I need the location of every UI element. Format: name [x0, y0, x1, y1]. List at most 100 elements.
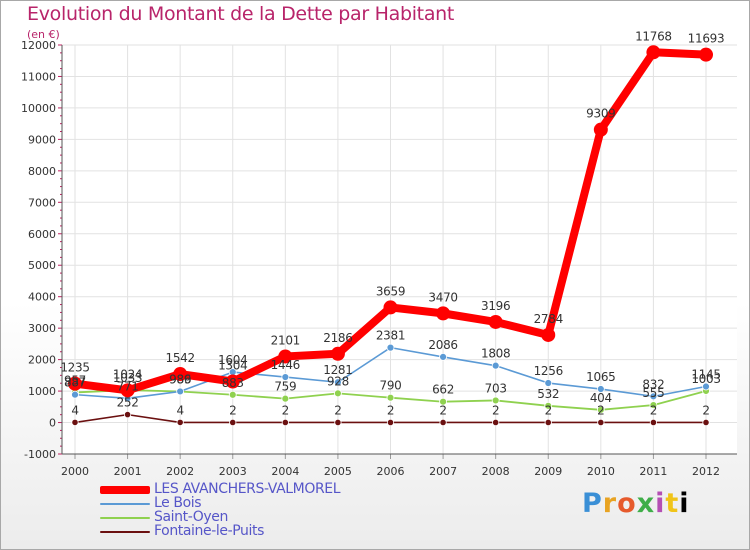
data-point [330, 346, 345, 361]
data-label: 989 [169, 372, 191, 386]
data-label: 771 [117, 379, 139, 393]
data-point [702, 418, 710, 427]
data-label: 1542 [165, 351, 194, 365]
data-label: 1065 [586, 370, 615, 384]
y-tick-label: 0 [49, 417, 56, 430]
logo-letter: i [655, 488, 666, 519]
data-label: 1304 [218, 359, 247, 373]
legend-label: LES AVANCHERS-VALMOREL [154, 481, 341, 497]
data-label: 2 [334, 403, 341, 417]
y-tick-label: 7000 [28, 196, 56, 209]
data-point [176, 387, 185, 396]
y-tick-label: 11000 [21, 70, 56, 83]
data-label: 1235 [60, 361, 89, 375]
legend-label: Le Bois [154, 495, 202, 511]
data-label: 887 [64, 376, 86, 390]
x-tick-label: 2007 [429, 465, 457, 478]
y-tick-label: 1000 [28, 385, 56, 398]
data-label: 4 [71, 403, 78, 417]
legend-swatch [100, 486, 150, 494]
x-tick-label: 2005 [324, 465, 352, 478]
data-point [699, 47, 713, 62]
data-label: 2 [229, 403, 236, 417]
x-tick-label: 2012 [692, 465, 720, 478]
data-point [383, 300, 398, 315]
data-point [120, 383, 135, 398]
legend-item: LES AVANCHERS-VALMOREL [100, 482, 500, 497]
data-label: 2784 [534, 312, 563, 326]
x-tick-label: 2008 [482, 465, 510, 478]
legend-swatch [100, 531, 150, 533]
data-label: 928 [327, 374, 349, 388]
data-label: 532 [537, 387, 559, 401]
data-point [649, 418, 658, 427]
data-point [281, 373, 290, 381]
data-point [596, 385, 605, 393]
data-label: 703 [485, 381, 507, 395]
data-label: 404 [590, 391, 612, 405]
data-point [646, 45, 661, 60]
logo-letter: P [582, 488, 603, 519]
data-point [225, 374, 240, 389]
legend-swatch [100, 517, 150, 519]
legend-label: Saint-Oyen [154, 509, 228, 525]
data-point [541, 327, 556, 342]
x-tick-label: 2009 [534, 465, 562, 478]
data-label: 252 [117, 396, 139, 410]
y-tick-label: 6000 [28, 228, 56, 241]
data-point [228, 390, 237, 399]
data-label: 3470 [428, 290, 457, 304]
data-label: 1808 [481, 347, 510, 361]
x-tick-label: 2006 [377, 465, 405, 478]
y-tick-label: 12000 [21, 39, 56, 52]
data-label: 2 [650, 403, 657, 417]
data-label: 957 [64, 373, 86, 387]
data-point [439, 397, 447, 406]
legend-item: Fontaine-le-Puits [100, 524, 500, 539]
data-label: 1256 [534, 364, 563, 378]
data-point [544, 418, 552, 427]
data-point [334, 418, 342, 427]
data-label: 1003 [691, 372, 720, 386]
data-label: 662 [432, 383, 454, 397]
chart-title: Evolution du Montant de la Dette par Hab… [27, 3, 455, 25]
x-tick-label: 2001 [114, 465, 142, 478]
data-label: 2086 [428, 338, 457, 352]
data-point [123, 411, 132, 419]
data-label: 2 [702, 403, 709, 417]
data-label: 883 [222, 376, 244, 390]
data-label: 1145 [691, 368, 720, 382]
data-label: 2381 [376, 329, 405, 343]
data-label: 555 [642, 386, 664, 400]
data-point [71, 418, 79, 427]
data-point [68, 376, 82, 391]
y-tick-label: 3000 [28, 322, 56, 335]
data-point [386, 343, 395, 352]
data-point [649, 401, 658, 409]
y-tick-label: 10000 [21, 102, 56, 115]
data-label: 2 [282, 403, 289, 417]
proxiti-logo: Proxiti [582, 488, 690, 519]
data-label: 790 [379, 379, 401, 393]
data-point [596, 405, 605, 414]
x-tick-label: 2002 [166, 465, 194, 478]
data-label: 2 [387, 403, 394, 417]
data-point [702, 382, 710, 391]
data-label: 2 [492, 403, 499, 417]
data-label: 11768 [635, 29, 672, 43]
data-point [593, 122, 608, 137]
legend-item: Le Bois [100, 496, 500, 511]
data-point [278, 349, 293, 364]
data-label: 2186 [323, 331, 352, 345]
data-label: 1446 [271, 358, 300, 372]
data-point [281, 418, 289, 427]
x-tick-label: 2003 [219, 465, 247, 478]
data-point [386, 393, 395, 402]
data-label: 9309 [586, 107, 615, 121]
data-label: 11693 [688, 32, 725, 46]
y-tick-label: 8000 [28, 165, 56, 178]
data-label: 1604 [218, 353, 247, 367]
data-point [491, 396, 500, 405]
data-label: 1281 [323, 363, 352, 377]
